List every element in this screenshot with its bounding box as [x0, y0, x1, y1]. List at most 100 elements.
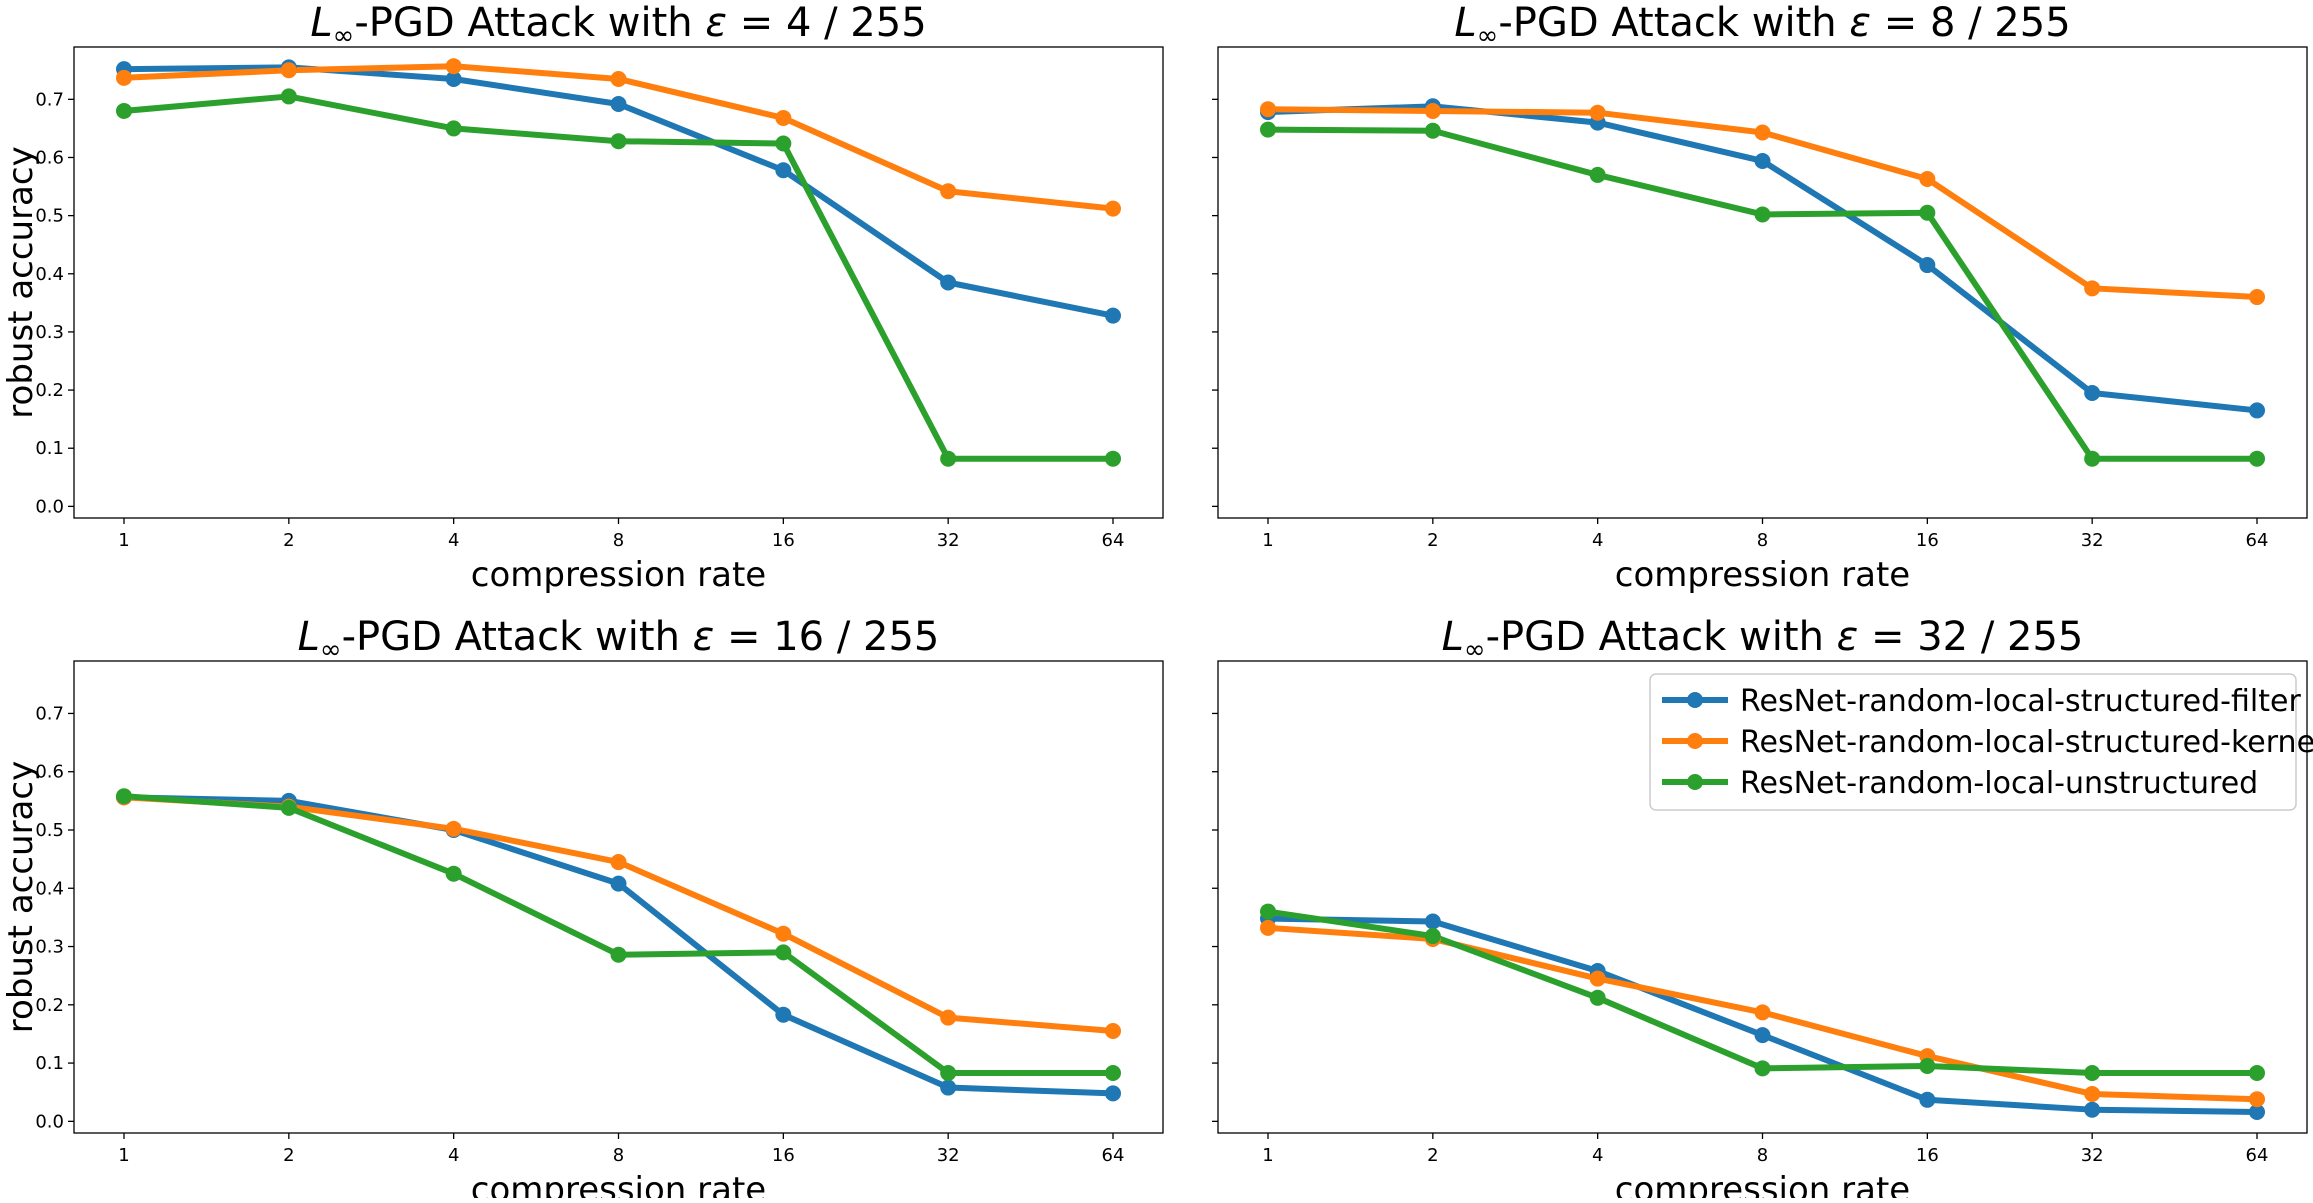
title-subscript: ∞ — [320, 635, 342, 665]
plot-area-frame — [73, 660, 1164, 1134]
title-l: L — [310, 0, 332, 46]
y-tick-label: 0.5 — [35, 206, 64, 227]
legend-marker — [1687, 733, 1703, 749]
data-point-series-2 — [940, 183, 957, 200]
x-axis-label: compression rate — [1615, 555, 1910, 595]
data-point-series-2 — [1754, 1004, 1771, 1021]
data-point-series-1 — [610, 95, 627, 112]
y-tick-label: 0.5 — [35, 820, 64, 841]
chart-title: L∞-PGD Attack with ε = 16 / 255 — [298, 614, 940, 665]
data-point-series-3 — [940, 1064, 957, 1081]
title-subscript: ∞ — [1464, 635, 1486, 665]
y-tick-label: 0.2 — [35, 380, 64, 401]
data-point-series-2 — [1260, 919, 1276, 936]
series-line-1 — [121, 794, 1116, 1097]
data-point-series-3 — [610, 946, 627, 963]
title-epsilon: ε — [1837, 614, 1859, 660]
y-tick-label: 0.3 — [35, 937, 64, 958]
title-main: -PGD Attack with — [1498, 0, 1849, 46]
data-point-series-3 — [1589, 989, 1606, 1006]
x-tick-label: 2 — [283, 530, 294, 551]
y-tick-label: 0.0 — [35, 496, 64, 517]
x-tick-label: 8 — [613, 530, 624, 551]
title-epsilon: ε — [705, 0, 727, 46]
data-point-series-1 — [775, 162, 792, 179]
data-point-series-2 — [116, 69, 132, 86]
data-point-series-3 — [280, 88, 297, 105]
data-point-series-3 — [280, 799, 297, 816]
data-point-series-1 — [1919, 257, 1936, 274]
data-point-series-2 — [775, 925, 792, 942]
title-l: L — [1454, 0, 1476, 46]
data-point-series-3 — [610, 133, 627, 150]
data-point-series-2 — [1260, 101, 1276, 118]
title-subscript: ∞ — [1477, 21, 1499, 51]
x-tick-label: 1 — [118, 1145, 129, 1166]
title-subscript: ∞ — [333, 21, 355, 51]
title-value: = 32 / 255 — [1858, 614, 2083, 660]
data-point-series-3 — [2084, 450, 2101, 467]
data-point-series-1 — [940, 1079, 957, 1096]
x-tick-label: 16 — [1916, 530, 1939, 551]
legend-marker — [1687, 692, 1703, 708]
title-l: L — [298, 614, 320, 660]
data-point-series-1 — [1754, 152, 1771, 169]
x-tick-label: 1 — [1262, 1145, 1273, 1166]
data-point-series-2 — [1105, 1023, 1121, 1040]
data-point-series-3 — [116, 788, 132, 805]
data-point-series-1 — [2249, 1104, 2265, 1121]
x-tick-label: 64 — [2246, 530, 2269, 551]
x-tick-label: 32 — [937, 530, 960, 551]
data-point-series-3 — [775, 944, 792, 961]
data-point-series-3 — [1589, 166, 1606, 183]
x-tick-label: 8 — [1757, 1145, 1768, 1166]
data-point-series-2 — [610, 70, 627, 87]
title-value: = 16 / 255 — [714, 614, 939, 660]
y-tick-label: 0.6 — [35, 147, 64, 168]
data-point-series-1 — [445, 70, 462, 87]
data-point-series-3 — [2084, 1064, 2101, 1081]
data-point-series-2 — [2249, 1091, 2265, 1108]
chart-panel-4: 1 2 4 8 16 32 64 L∞-PGD Attack with ε = 32 / 25… — [1212, 614, 2313, 1203]
legend: ResNet-random-local-structured-filter Res… — [1649, 673, 2313, 811]
data-point-series-3 — [1424, 122, 1441, 139]
data-point-series-3 — [1260, 121, 1276, 138]
title-l: L — [1442, 614, 1464, 660]
x-axis-label: compression rate — [471, 555, 766, 595]
data-point-series-3 — [1919, 204, 1936, 221]
data-point-series-3 — [445, 865, 462, 882]
x-tick-label: 4 — [448, 530, 459, 551]
x-axis-label: compression rate — [471, 1170, 766, 1198]
data-point-series-1 — [2084, 1101, 2101, 1118]
data-point-series-2 — [2084, 1085, 2101, 1102]
data-point-series-1 — [1424, 913, 1441, 930]
data-point-series-3 — [1919, 1057, 1936, 1074]
x-tick-label: 4 — [448, 1145, 459, 1166]
y-axis-label: robust accuracy — [1, 146, 41, 418]
y-axis-label: robust accuracy — [1, 761, 41, 1033]
legend-box — [1649, 673, 2297, 811]
x-tick-label: 2 — [283, 1145, 294, 1166]
data-point-series-2 — [1105, 200, 1121, 217]
title-main: -PGD Attack with — [1486, 614, 1837, 660]
data-point-series-2 — [1424, 102, 1441, 119]
data-point-series-1 — [940, 274, 957, 291]
data-point-series-2 — [2084, 280, 2101, 297]
chart-title: L∞-PGD Attack with ε = 4 / 255 — [310, 0, 926, 51]
x-tick-label: 4 — [1592, 1145, 1603, 1166]
data-point-series-2 — [1919, 170, 1936, 187]
data-point-series-1 — [2084, 384, 2101, 401]
legend-label: ResNet-random-local-structured-filter — [1740, 684, 2301, 719]
x-axis-label: compression rate — [1615, 1170, 1910, 1198]
data-point-series-2 — [1589, 970, 1606, 987]
x-tick-label: 1 — [1262, 530, 1273, 551]
chart-panel-2: 1 2 4 8 16 32 64 L∞-PGD Attack with ε = 8 / 255… — [1212, 0, 2308, 595]
data-point-series-3 — [1754, 206, 1771, 223]
x-tick-label: 2 — [1427, 1145, 1438, 1166]
y-tick-label: 0.4 — [35, 264, 64, 285]
data-point-series-2 — [775, 109, 792, 126]
y-tick-label: 0.7 — [35, 703, 64, 724]
chart-title: L∞-PGD Attack with ε = 32 / 255 — [1442, 614, 2084, 665]
